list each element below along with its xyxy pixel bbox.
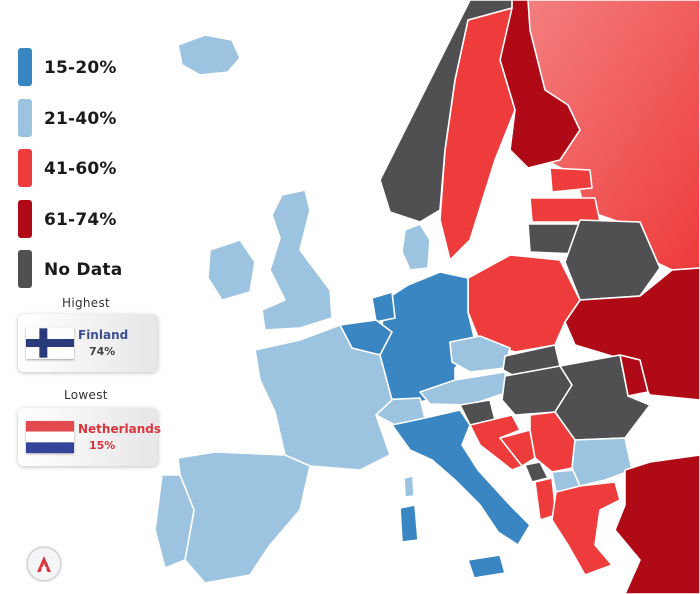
region-france: [254, 324, 393, 471]
region-united-kingdom: [261, 189, 333, 331]
legend: 15-20% 21-40% 41-60% 61-74% No Data: [18, 48, 168, 301]
region-sicily: [467, 554, 506, 579]
russia-highlight: [520, 0, 700, 270]
legend-item-21-40: 21-40%: [18, 98, 168, 137]
highest-value: 74%: [89, 345, 116, 358]
region-portugal: [154, 474, 195, 569]
legend-swatch: [18, 48, 32, 86]
legend-swatch: [18, 199, 32, 238]
region-norway: [379, 0, 513, 223]
legend-label: 61-74%: [44, 209, 117, 230]
region-ukraine: [564, 267, 700, 401]
legend-label: 15-20%: [44, 58, 117, 78]
legend-item-61-74: 61-74%: [18, 199, 168, 238]
legend-item-41-60: 41-60%: [18, 149, 168, 187]
region-poland: [467, 254, 581, 353]
legend-item-15-20: 15-20%: [18, 48, 168, 86]
region-netherlands: [371, 291, 396, 323]
finland-flag-icon: [26, 328, 74, 358]
legend-item-no-data: No Data: [18, 250, 168, 288]
lowest-value: 15%: [89, 439, 116, 452]
legend-swatch: [18, 250, 32, 288]
region-bulgaria: [571, 437, 633, 487]
legend-swatch: [18, 149, 32, 187]
highest-country-name: Finland: [78, 328, 129, 342]
region-greece: [551, 481, 621, 576]
region-spain: [177, 451, 311, 584]
lowest-country-name: Netherlands: [78, 422, 162, 436]
legend-swatch: [18, 98, 32, 137]
netherlands-flag-icon: [26, 421, 74, 453]
brand-logo: [26, 546, 62, 582]
legend-label: No Data: [44, 260, 123, 280]
region-iceland: [177, 34, 241, 76]
legend-label: 21-40%: [44, 108, 117, 129]
region-turkey: [614, 454, 700, 594]
highest-caption: Highest: [62, 296, 111, 310]
region-latvia: [529, 197, 601, 223]
region-serbia: [529, 411, 576, 473]
lowest-card: Netherlands 15%: [18, 408, 162, 466]
region-denmark: [401, 223, 431, 271]
region-sardinia: [399, 504, 419, 543]
region-montenegro: [524, 461, 549, 483]
legend-label: 41-60%: [44, 159, 117, 179]
region-italy: [391, 409, 531, 546]
region-estonia: [549, 167, 593, 193]
region-corsica: [403, 475, 415, 498]
lowest-caption: Lowest: [64, 388, 108, 402]
highest-card: Finland 74%: [18, 314, 158, 372]
logo-a-icon: [37, 556, 51, 572]
region-ireland: [207, 239, 256, 301]
